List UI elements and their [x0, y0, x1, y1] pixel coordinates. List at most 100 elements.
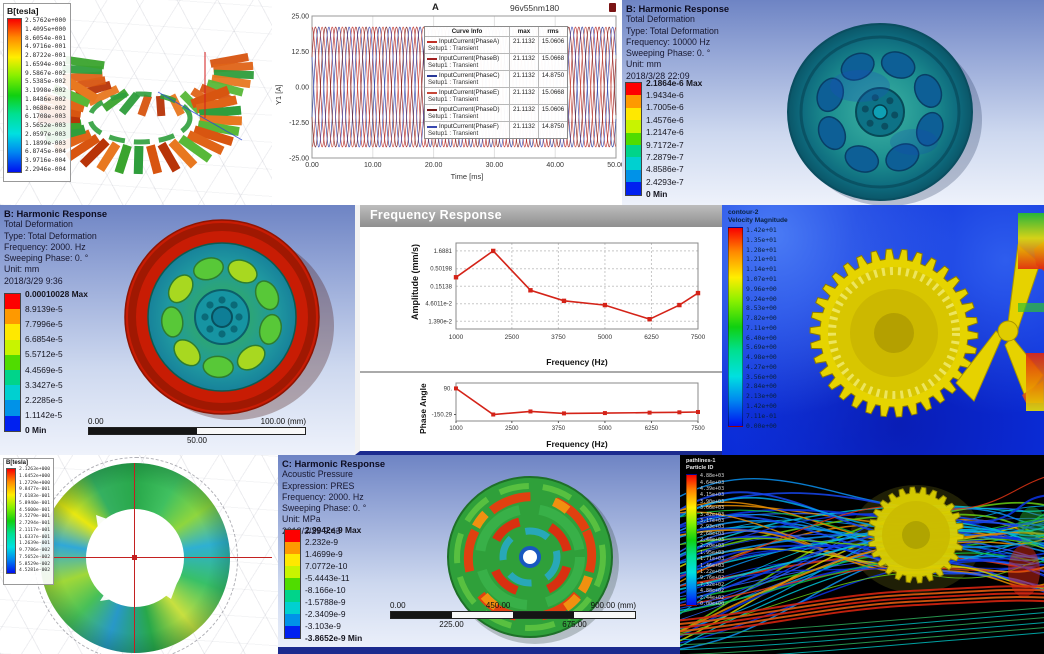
coil-segment [178, 134, 213, 163]
legend-value: 1.0680e-002 [25, 104, 66, 112]
scalebar-label: 900.00 (mm) [590, 601, 636, 610]
curve-name: InputCurrent(PhaseA) [427, 38, 507, 45]
legend-values: 2.5762e+000 1.4095e+000 8.6054e-001 4.9716e… [25, 17, 66, 173]
legend-value: 1.28e+01 [746, 245, 777, 254]
scalebar-label: 0.00 [390, 601, 406, 610]
bolt-hole [201, 313, 209, 321]
curve-rms-value: 15.0606 [538, 37, 567, 53]
legend-value: 3.42e+03 [700, 511, 725, 518]
legend-value: -5.4443e-11 [305, 572, 350, 583]
legend-value: 1.1142e-5 [25, 410, 63, 421]
legend-title: contour-2 [728, 209, 759, 216]
deformation-legend: 2.1864e-6 Max 1.9434e-6 1.7005e-6 1.4576e-6… [625, 78, 738, 204]
disc-model-viewport[interactable] [278, 455, 680, 654]
legend-body: 2.1263e+000 1.6452e+000 1.2729e+000 9.8477e… [6, 467, 51, 574]
legend-value: 2.2946e-004 [25, 165, 66, 173]
bolt-hole [230, 301, 238, 309]
scalebar-label: 100.00 (mm) [260, 417, 306, 426]
legend-value: 5.5712e-5 [25, 349, 63, 360]
result-info-block: B: Harmonic Response Total Deformation T… [626, 3, 729, 82]
lightening-hole [913, 73, 943, 108]
legend-value: 2.44e+02 [700, 594, 725, 601]
curve-name: InputCurrent(PhaseE) [427, 89, 507, 96]
legend-value: -8.166e-10 [305, 584, 346, 595]
streamline-cool [680, 617, 1044, 646]
plot-divider [360, 371, 722, 373]
tick-label: 90. [444, 386, 453, 392]
curve-table-row: InputCurrent(PhaseA) Setup1 : Transient 21… [425, 36, 567, 53]
legend-value: 8.9139e-5 [25, 303, 63, 314]
panel-cfd-velocity-field: contour-2 Velocity Magnitude 1.42e+01 1.3… [722, 205, 1044, 455]
tick-label: 2500 [505, 334, 520, 341]
stator-core-arc [87, 91, 193, 145]
wheel-model-viewport[interactable] [622, 0, 1044, 205]
legend-color-cell [626, 107, 641, 121]
window-titlebar[interactable]: Frequency Response [360, 205, 722, 227]
coil-segment [213, 69, 254, 80]
bolt-hole [861, 105, 869, 113]
tick-label: 50.00 [607, 162, 622, 169]
legend-values: 2.1263e+000 1.6452e+000 1.2729e+000 9.8477e… [19, 467, 51, 574]
legend-value: 5.69e+00 [746, 343, 777, 352]
scalebar-segment [197, 428, 305, 434]
info-line: Acoustic Pressure [282, 469, 353, 480]
legend-value: 1.07e+01 [746, 275, 777, 284]
info-line: Total Deformation [626, 14, 695, 25]
plot-pin-icon[interactable] [609, 3, 616, 12]
streamline-hot [680, 588, 1044, 626]
data-point-marker [677, 410, 682, 415]
curve-color-swatch [427, 108, 437, 111]
result-info-block: C: Harmonic Response Acoustic Pressure E… [282, 458, 385, 537]
curve-setup: Setup1 : Transient [428, 130, 479, 137]
legend-title: pathlines-1 [686, 458, 716, 464]
coil-segment [155, 95, 166, 117]
result-info-block: B: Harmonic Response Total Deformation T… [4, 208, 107, 287]
legend-value: 7.32e+02 [700, 581, 725, 588]
panel-frequency-response-window: Frequency Response 1000 2500 3750 5000 6250 7… [355, 205, 722, 455]
velocity-legend: contour-2 Velocity Magnitude 1.42e+01 1.3… [728, 209, 788, 429]
bolt-hole [218, 296, 226, 304]
tick-label: 30.00 [486, 162, 504, 169]
legend-color-cell [626, 120, 641, 133]
legend-value: 7.11e+00 [746, 323, 777, 332]
deformation-patch [830, 70, 890, 102]
scalebar [88, 427, 306, 435]
tick-label: 5000 [598, 426, 612, 432]
legend-value: 4.88e+03 [700, 473, 725, 480]
coil-segment [186, 130, 225, 155]
legend-subtitle: Velocity Magnitude [728, 216, 788, 224]
legend-value: 2.1117e-001 [19, 527, 51, 533]
recirculation-zone [1008, 545, 1040, 597]
origin-marker [132, 555, 137, 560]
legend-value: 1.42e+00 [746, 401, 777, 410]
info-line: Type: Total Deformation [4, 230, 97, 241]
phase-curve [455, 387, 699, 416]
legend-value: 2.232e-9 [305, 536, 339, 547]
wheel-model-viewport[interactable] [0, 205, 355, 455]
legend-value: 9.7172e-7 [646, 139, 684, 150]
legend-value: 9.7786e-002 [19, 548, 51, 553]
legend-value: 5.5385e-002 [25, 78, 66, 86]
scalebar-bottom-labels: 225.00 675.00 [390, 620, 636, 629]
tick-label: 1000 [449, 426, 463, 432]
info-line: Frequency: 2000. Hz [4, 241, 86, 252]
plot-header: A 96v55nm180 [272, 2, 622, 15]
info-line: B: Harmonic Response [4, 208, 108, 219]
info-line: Sweeping Phase: 0. ° [626, 48, 711, 59]
legend-value: 6.6854e-5 [25, 334, 63, 345]
lightening-hole [885, 143, 920, 172]
legend-value: 4.9716e-001 [25, 43, 66, 51]
coil-segment [213, 61, 254, 73]
legend-value: 8.6054e-001 [25, 34, 66, 42]
cfd-model-viewport[interactable] [722, 205, 1044, 455]
curve-label: InputCurrent(PhaseB) [439, 55, 500, 62]
streamlines-viewport[interactable] [680, 455, 1044, 654]
legend-labels: 2.9942e-9 Max 2.232e-9 1.4699e-9 7.0772e-10… [305, 525, 397, 647]
legend-color-cell [5, 339, 20, 355]
legend-value: 0 Min [25, 425, 47, 436]
curve-label: InputCurrent(PhaseF) [439, 123, 499, 130]
curve-rms-value: 15.0606 [538, 105, 567, 121]
legend-value: 9.76e+02 [700, 575, 725, 582]
streamline-cool [680, 622, 1044, 651]
